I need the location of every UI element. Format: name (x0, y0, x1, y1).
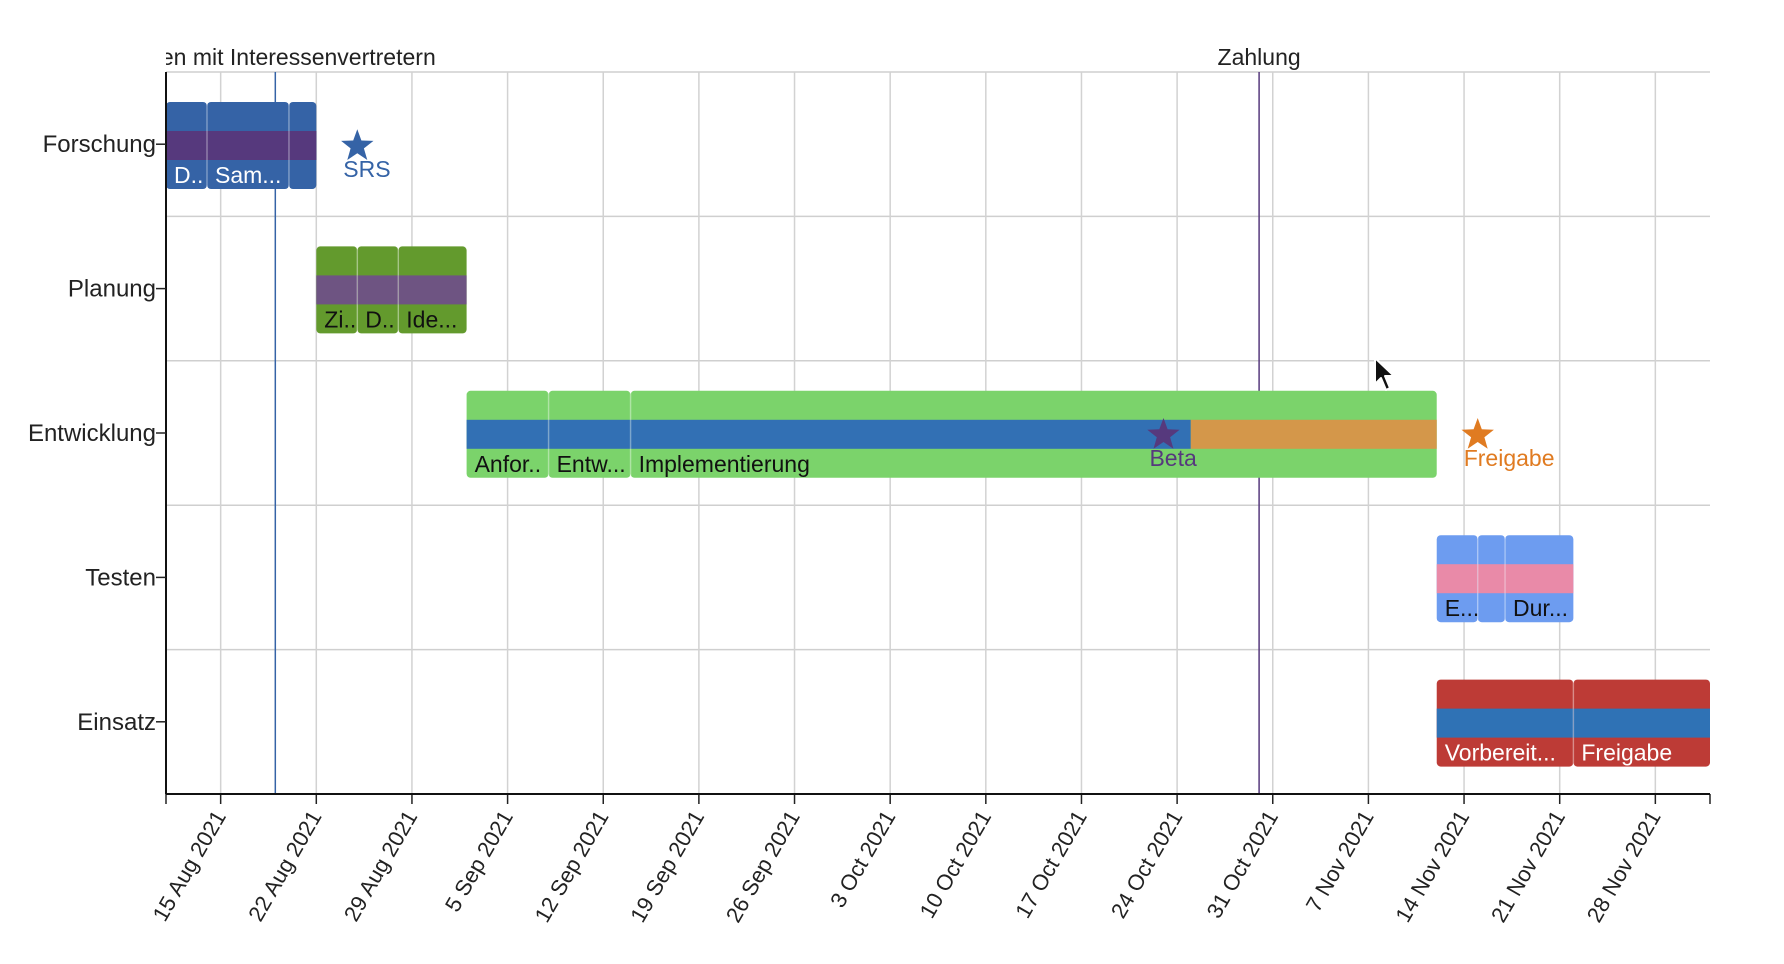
x-tick-label: 29 Aug 2021 (339, 806, 422, 926)
task-label: D.. (174, 162, 203, 188)
mouse-cursor-icon (1374, 357, 1395, 391)
task-bar[interactable]: Sam... (206, 102, 289, 189)
task-bar[interactable]: Zi.. (316, 246, 358, 334)
task-progress-band (1477, 564, 1506, 594)
task-progress-band (548, 419, 631, 449)
task-label: Zi.. (324, 306, 356, 332)
task-progress-band (1436, 564, 1478, 594)
lane-label: Forschung (43, 131, 156, 158)
task-label: Anfor.. (475, 451, 541, 477)
task-bar[interactable]: Vorbereit... (1436, 679, 1574, 767)
x-tick-label: 21 Nov 2021 (1486, 806, 1570, 927)
x-tick-label: 12 Sep 2021 (530, 806, 614, 927)
task-overrun-band (1190, 419, 1437, 449)
x-tick-label: 26 Sep 2021 (721, 806, 805, 927)
milestone-star-icon (1461, 418, 1494, 449)
task-bar[interactable] (288, 102, 317, 189)
milestone-star-icon (341, 129, 374, 160)
task-progress-band (1573, 708, 1710, 738)
x-tick-label: 7 Nov 2021 (1301, 806, 1379, 916)
task-label: Entw... (557, 451, 626, 477)
task-bar[interactable]: Dur... (1504, 535, 1574, 623)
lane-planung: Zi.. D.. Ide... (316, 246, 467, 334)
lane-label: Testen (85, 564, 156, 591)
task-bar[interactable]: Ide... (397, 246, 467, 334)
lane-entwicklung: Anfor.. Entw... Implementierung (466, 390, 1437, 478)
event-marker-label: Treffen mit Interessenvertretern (115, 44, 436, 70)
x-tick-label: 22 Aug 2021 (243, 806, 326, 926)
milestone[interactable]: Freigabe (1461, 418, 1555, 471)
task-progress-band (1505, 564, 1574, 594)
task-progress-band (288, 131, 317, 160)
task-bar[interactable]: Implementierung (629, 390, 1437, 478)
milestone[interactable]: SRS (341, 129, 391, 182)
task-bar[interactable]: Entw... (547, 390, 631, 478)
milestone-label: SRS (343, 156, 390, 182)
task-label: Vorbereit... (1445, 740, 1556, 766)
task-progress-band (357, 275, 399, 305)
task-label: Dur... (1513, 595, 1568, 621)
task-bar[interactable]: D.. (166, 102, 207, 189)
milestone[interactable]: Beta (1147, 418, 1197, 471)
x-tick-label: 3 Oct 2021 (825, 806, 900, 912)
task-progress-band (466, 419, 549, 449)
task-label: D.. (365, 306, 394, 332)
task-bar[interactable]: Freigabe (1572, 679, 1710, 767)
task-label: E... (1445, 595, 1480, 621)
x-tick-label: 28 Nov 2021 (1582, 806, 1666, 927)
x-tick-label: 15 Aug 2021 (148, 806, 231, 926)
task-bar[interactable] (1476, 535, 1506, 623)
x-tick-label: 31 Oct 2021 (1202, 806, 1284, 922)
x-tick-label: 24 Oct 2021 (1106, 806, 1188, 922)
lane-einsatz: Vorbereit... Freigabe (1436, 679, 1710, 767)
task-progress-band (398, 275, 467, 305)
milestone-label: Freigabe (1464, 445, 1555, 471)
task-bar[interactable]: D.. (356, 246, 399, 334)
milestone-star-icon (1147, 418, 1180, 449)
task-progress-band (630, 419, 1191, 449)
task-label: Sam... (215, 162, 281, 188)
event-marker-label: Zahlung (1218, 44, 1301, 70)
x-tick-label: 10 Oct 2021 (915, 806, 997, 922)
x-tick-label: 19 Sep 2021 (625, 806, 709, 927)
lane-label: Entwicklung (28, 420, 156, 447)
task-progress-band (316, 275, 358, 305)
task-label: Ide... (406, 306, 457, 332)
task-label: Freigabe (1581, 740, 1672, 766)
task-progress-band (1436, 708, 1574, 738)
task-bar[interactable]: E... (1436, 535, 1480, 623)
milestones: SRS Beta Freigabe (341, 129, 1554, 471)
task-progress-band (166, 131, 207, 160)
task-progress-band (206, 131, 289, 160)
x-axis: 15 Aug 2021 22 Aug 2021 29 Aug 2021 5 Sep 2… (28, 72, 1711, 927)
task-bar[interactable]: Anfor.. (466, 390, 549, 478)
x-tick-label: 17 Oct 2021 (1010, 806, 1092, 922)
lane-label: Planung (68, 276, 156, 303)
lane-testen: E... Dur... (1436, 535, 1574, 623)
x-tick-label: 14 Nov 2021 (1390, 806, 1474, 927)
x-tick-label: 5 Sep 2021 (440, 806, 518, 916)
lane-forschung: D.. Sam... (166, 102, 317, 189)
task-label: Implementierung (639, 451, 810, 477)
lanes: D.. Sam... Zi.. D.. Ide... Anfor.. Entw... Impl… (166, 102, 1710, 767)
lane-label: Einsatz (77, 709, 156, 736)
milestone-label: Beta (1149, 445, 1197, 471)
